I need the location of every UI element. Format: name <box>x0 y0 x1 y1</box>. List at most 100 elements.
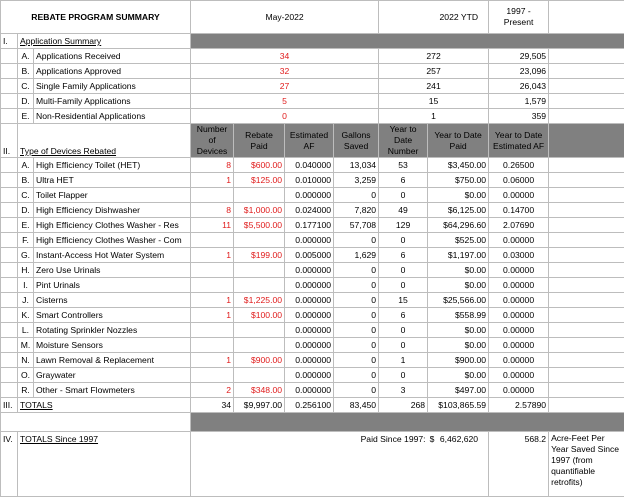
blank-cell <box>548 292 624 308</box>
ytd-estimated-af: 0.00000 <box>488 277 550 293</box>
blank-cell <box>548 232 624 248</box>
row-letter: E. <box>17 108 34 124</box>
totals-since-row: IV. TOTALS Since 1997 Paid Since 1997: $… <box>0 431 624 497</box>
row-label: Single Family Applications <box>32 78 192 94</box>
estimated-af: 0.000000 <box>284 262 335 278</box>
gallons-saved: 0 <box>333 382 380 398</box>
ytd-estimated-af: 2.07690 <box>488 217 550 233</box>
blank-cell <box>0 232 18 248</box>
row-letter: H. <box>17 262 34 278</box>
gallons-saved: 0 <box>333 277 380 293</box>
row-label: Other - Smart Flowmeters <box>32 382 192 398</box>
ytd-number: 0 <box>378 187 429 203</box>
totals-since-label: TOTALS Since 1997 <box>16 431 192 497</box>
ytd-number: 53 <box>378 157 429 173</box>
ytd-value: 15 <box>378 93 490 109</box>
shaded-cell <box>548 123 624 158</box>
device-row: M. Moisture Sensors 0.000000 0 0 $0.00 0.00000 <box>0 337 624 353</box>
ytd-paid: $497.00 <box>427 382 490 398</box>
rebate-paid <box>233 187 286 203</box>
row-label: High Efficiency Dishwasher <box>32 202 192 218</box>
number-of-devices: 1 <box>190 352 235 368</box>
gallons-saved: 0 <box>333 307 380 323</box>
row-letter: D. <box>17 93 34 109</box>
row-letter: D. <box>17 202 34 218</box>
col-header-ytd-paid: Year to Date Paid <box>427 123 490 158</box>
gallons-saved: 0 <box>333 337 380 353</box>
ytd-estimated-af: 0.00000 <box>488 292 550 308</box>
ytd-estimated-af: 0.00000 <box>488 382 550 398</box>
ytd-estimated-af: 0.14700 <box>488 202 550 218</box>
totals-rebate-paid: $9,997.00 <box>233 397 286 413</box>
ytd-paid: $6,125.00 <box>427 202 490 218</box>
application-row: D. Multi-Family Applications 5 15 1,579 <box>0 93 624 109</box>
present-value: 23,096 <box>488 63 550 79</box>
blank-cell <box>0 382 18 398</box>
number-of-devices: 1 <box>190 247 235 263</box>
row-letter: A. <box>17 48 34 64</box>
row-letter: E. <box>17 217 34 233</box>
ytd-number: 0 <box>378 277 429 293</box>
rebate-paid: $125.00 <box>233 172 286 188</box>
estimated-af: 0.000000 <box>284 307 335 323</box>
device-row: K. Smart Controllers 1 $100.00 0.000000 0 6 $55… <box>0 307 624 323</box>
ytd-paid: $0.00 <box>427 337 490 353</box>
number-of-devices: 1 <box>190 172 235 188</box>
ytd-number: 6 <box>378 172 429 188</box>
estimated-af: 0.000000 <box>284 187 335 203</box>
blank-cell <box>548 367 624 383</box>
blank-cell <box>548 262 624 278</box>
application-row: A. Applications Received 34 272 29,505 <box>0 48 624 64</box>
number-of-devices: 2 <box>190 382 235 398</box>
gallons-saved: 0 <box>333 322 380 338</box>
rebate-paid: $600.00 <box>233 157 286 173</box>
estimated-af: 0.000000 <box>284 232 335 248</box>
section-roman: IV. <box>0 431 18 497</box>
devices-header-row: II. Type of Devices Rebated Number of De… <box>0 123 624 158</box>
totals-gallons-saved: 83,450 <box>333 397 380 413</box>
application-row: B. Applications Approved 32 257 23,096 <box>0 63 624 79</box>
month-value: 5 <box>190 93 380 109</box>
number-of-devices: 1 <box>190 292 235 308</box>
section-roman: I. <box>0 33 18 49</box>
ytd-paid: $750.00 <box>427 172 490 188</box>
blank-cell <box>548 307 624 323</box>
blank-cell <box>0 412 192 432</box>
ytd-paid: $3,450.00 <box>427 157 490 173</box>
ytd-number: 129 <box>378 217 429 233</box>
estimated-af: 0.000000 <box>284 322 335 338</box>
blank-cell <box>548 63 624 79</box>
month-value: 32 <box>190 63 380 79</box>
device-row: C. Toilet Flapper 0.000000 0 0 $0.00 0.00000 <box>0 187 624 203</box>
rebate-paid <box>233 337 286 353</box>
blank-cell <box>548 217 624 233</box>
row-label: Ultra HET <box>32 172 192 188</box>
present-value: 1,579 <box>488 93 550 109</box>
row-label: Moisture Sensors <box>32 337 192 353</box>
blank-cell <box>0 187 18 203</box>
estimated-af: 0.000000 <box>284 277 335 293</box>
device-row: N. Lawn Removal & Replacement 1 $900.00 0.00… <box>0 352 624 368</box>
estimated-af: 0.010000 <box>284 172 335 188</box>
gallons-saved: 0 <box>333 262 380 278</box>
ytd-number: 0 <box>378 262 429 278</box>
rebate-paid: $100.00 <box>233 307 286 323</box>
blank-cell <box>548 352 624 368</box>
blank-cell <box>0 247 18 263</box>
row-label: Applications Approved <box>32 63 192 79</box>
estimated-af: 0.000000 <box>284 367 335 383</box>
estimated-af: 0.000000 <box>284 352 335 368</box>
blank-cell <box>548 382 624 398</box>
col-header-ytd-estimated-af: Year to Date Estimated AF <box>488 123 550 158</box>
totals-ytd-paid: $103,865.59 <box>427 397 490 413</box>
totals-ytd-af: 2.57890 <box>488 397 550 413</box>
device-row: B. Ultra HET 1 $125.00 0.010000 3,259 6 $750.00… <box>0 172 624 188</box>
ytd-value: 241 <box>378 78 490 94</box>
ytd-estimated-af: 0.06000 <box>488 172 550 188</box>
gallons-saved: 0 <box>333 292 380 308</box>
col-header-gallons-saved: Gallons Saved <box>333 123 380 158</box>
row-letter: I. <box>17 277 34 293</box>
ytd-paid: $25,566.00 <box>427 292 490 308</box>
totals-estimated-af: 0.256100 <box>284 397 335 413</box>
month-value: 0 <box>190 108 380 124</box>
